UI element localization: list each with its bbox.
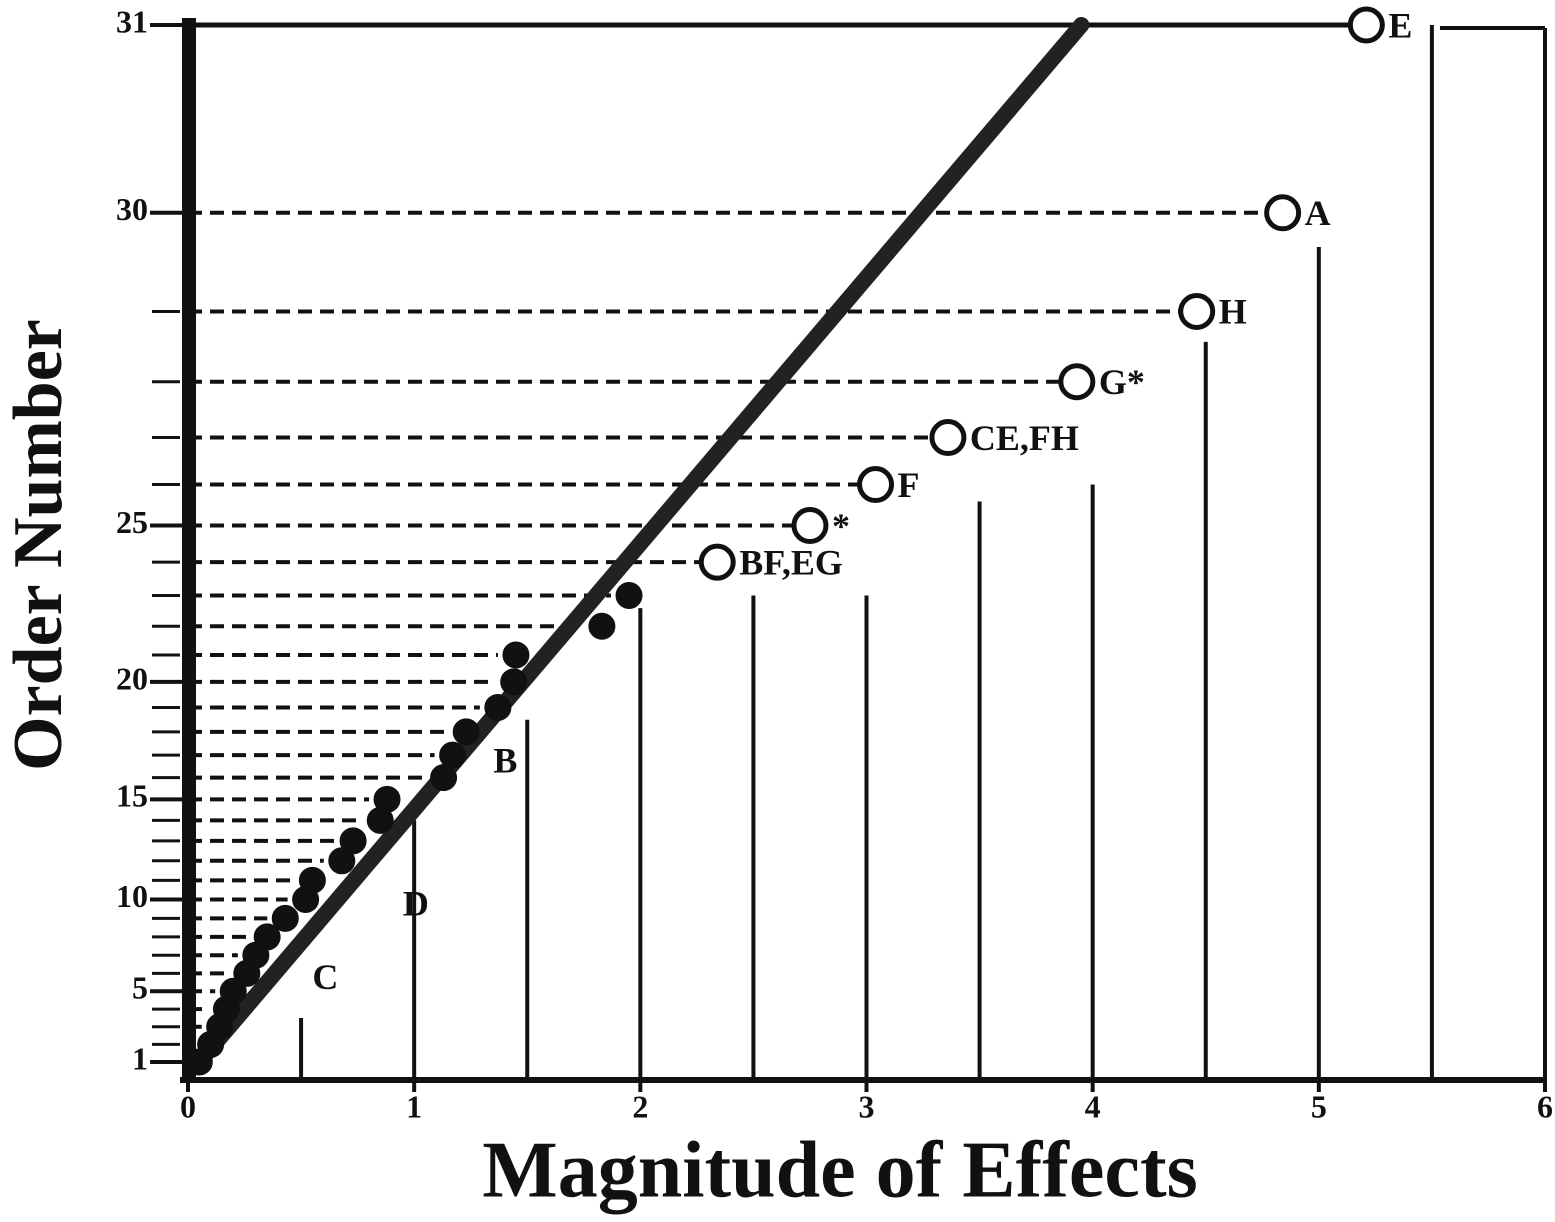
y-tick-label: 31 xyxy=(116,3,148,39)
point xyxy=(298,866,326,894)
point xyxy=(484,693,512,721)
open-point xyxy=(1264,194,1302,232)
x-tick-label: 2 xyxy=(632,1088,648,1124)
annotation: C xyxy=(312,957,338,997)
point xyxy=(339,827,367,855)
point-label: A xyxy=(1305,193,1331,233)
point-label: G* xyxy=(1099,362,1145,402)
annotation: D xyxy=(403,883,429,923)
y-tick-label: 15 xyxy=(116,778,148,814)
x-axis-title: Magnitude of Effects xyxy=(482,1126,1197,1214)
y-axis-title: Order Number xyxy=(0,319,77,771)
x-tick-label: 1 xyxy=(406,1088,422,1124)
point xyxy=(500,668,528,696)
open-point xyxy=(1347,6,1385,44)
annotation: B xyxy=(493,741,517,781)
y-axis xyxy=(182,18,196,1080)
open-point xyxy=(1058,363,1096,401)
open-point xyxy=(791,507,829,545)
point-label: H xyxy=(1219,292,1247,332)
open-point xyxy=(698,543,736,581)
x-tick-label: 3 xyxy=(859,1088,875,1124)
open-point xyxy=(1178,292,1216,330)
point xyxy=(502,641,530,669)
open-point xyxy=(929,419,967,457)
point xyxy=(615,582,643,610)
point xyxy=(253,923,281,951)
open-point xyxy=(857,466,895,504)
y-tick-label: 25 xyxy=(116,504,148,540)
point-label: E xyxy=(1388,5,1412,45)
y-tick-label: 5 xyxy=(132,970,148,1006)
point xyxy=(271,904,299,932)
point-label: F xyxy=(898,465,920,505)
point-label: * xyxy=(832,506,850,546)
point-label: CE,FH xyxy=(970,418,1079,458)
point xyxy=(588,612,616,640)
y-tick-label: 10 xyxy=(116,878,148,914)
y-tick-label: 20 xyxy=(116,660,148,696)
x-tick-label: 4 xyxy=(1085,1088,1101,1124)
fit-line xyxy=(191,17,1090,1070)
point xyxy=(439,741,467,769)
x-tick-label: 5 xyxy=(1311,1088,1327,1124)
y-tick-label: 30 xyxy=(116,191,148,227)
x-tick-label: 0 xyxy=(180,1088,196,1124)
x-tick-label: 6 xyxy=(1537,1088,1553,1124)
y-tick-label: 1 xyxy=(132,1040,148,1076)
point xyxy=(452,718,480,746)
point xyxy=(373,785,401,813)
point-label: BF,EG xyxy=(739,542,843,582)
